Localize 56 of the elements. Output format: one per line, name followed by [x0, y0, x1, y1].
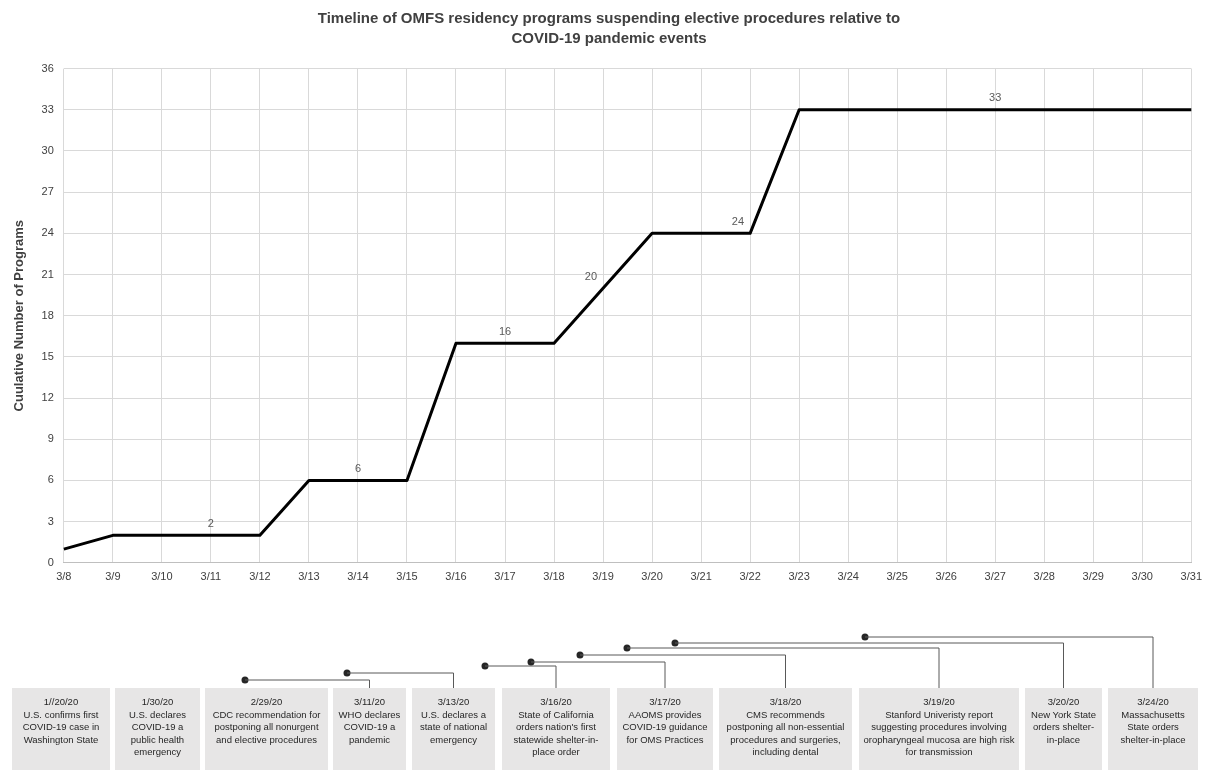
x-tick-label: 3/28 — [1033, 570, 1055, 583]
text: 1/30/20 U.S. declares COVID-19 a public health emergency — [115, 688, 200, 770]
x-tick-label: 3/23 — [788, 570, 810, 583]
data-label: 24 — [731, 214, 745, 227]
x-tick-label: 3/25 — [886, 570, 908, 583]
x-tick-label: 3/19 — [592, 570, 614, 583]
text: 3/17/20 AAOMS provides COVID-19 guidance for OMS Practices — [617, 688, 713, 770]
text: 3/19/20 Stanford Univeristy report suggesting procedures involving oropharyngeal mucosa are high risk for transmission — [859, 688, 1019, 770]
x-tick-label: 3/18 — [543, 570, 565, 583]
x-tick-label: 3/26 — [935, 570, 957, 583]
data-label: 6 — [354, 461, 362, 474]
y-tick-label: 36 — [41, 61, 54, 74]
y-tick-label: 3 — [47, 514, 54, 527]
text: 3/16/20 State of California orders nation's first statewide shelter-in-place order — [502, 688, 610, 770]
data-label: 20 — [584, 269, 598, 282]
y-tick-label: 30 — [41, 144, 54, 156]
x-tick-label: 3/10 — [151, 570, 173, 583]
x-tick-label: 3/20 — [641, 570, 663, 583]
y-axis-title: Cuulative Number of Programs — [11, 219, 27, 412]
y-tick-label: 21 — [41, 267, 54, 280]
x-tick-label: 3/11 — [200, 570, 222, 583]
text: 3/11/20 WHO declares COVID-19 a pandemic — [333, 688, 406, 770]
data-label: 2 — [207, 516, 214, 529]
x-tick-label: 3/24 — [837, 570, 859, 583]
text: 3/24/20 Massachusetts State orders shelter-in-place — [1108, 688, 1198, 770]
y-tick-label: 18 — [41, 308, 54, 321]
text: 3/20/20 New York State orders shelter-in-place — [1025, 688, 1102, 770]
y-tick-label: 9 — [47, 432, 54, 445]
x-tick-label: 3/29 — [1082, 570, 1104, 583]
text: 3/13/20 U.S. declares a state of national emergency — [412, 688, 495, 770]
text: 2/29/20 CDC recommendation for postponing all nonurgent and elective procedures — [205, 688, 328, 770]
y-tick-label: 33 — [41, 102, 54, 115]
x-tick-label: 3/27 — [984, 570, 1006, 583]
x-tick-label: 3/17 — [494, 570, 516, 583]
y-tick-label: 15 — [41, 349, 54, 362]
chart-title: Timeline of OMFS residency programs suspending elective procedures relative to COVID-19 pandemic events — [316, 8, 902, 48]
text: 3/18/20 CMS recommends postponing all non-essential procedures and surgeries, including dental — [719, 688, 852, 770]
x-tick-label: 3/8 — [56, 570, 72, 583]
x-tick-label: 3/31 — [1180, 570, 1203, 583]
y-tick-label: 6 — [47, 473, 54, 486]
data-label: 33 — [989, 91, 1002, 104]
y-tick-label: 12 — [41, 391, 54, 404]
x-tick-label: 3/13 — [298, 570, 320, 583]
y-tick-label: 27 — [41, 185, 54, 198]
y-tick-label: 24 — [41, 226, 54, 239]
data-label: 16 — [498, 324, 512, 337]
x-tick-label: 3/21 — [690, 570, 712, 583]
y-tick-label: 0 — [47, 555, 54, 568]
x-tick-label: 3/12 — [249, 570, 271, 583]
x-tick-label: 3/16 — [445, 570, 467, 583]
text: 1//20/20 U.S. confirms first COVID-19 case in Washington State — [12, 688, 110, 770]
x-tick-label: 3/15 — [396, 570, 418, 583]
x-tick-label: 3/14 — [347, 570, 369, 583]
x-tick-label: 3/30 — [1131, 570, 1153, 583]
x-tick-label: 3/22 — [739, 570, 761, 583]
x-tick-label: 3/9 — [105, 570, 121, 583]
